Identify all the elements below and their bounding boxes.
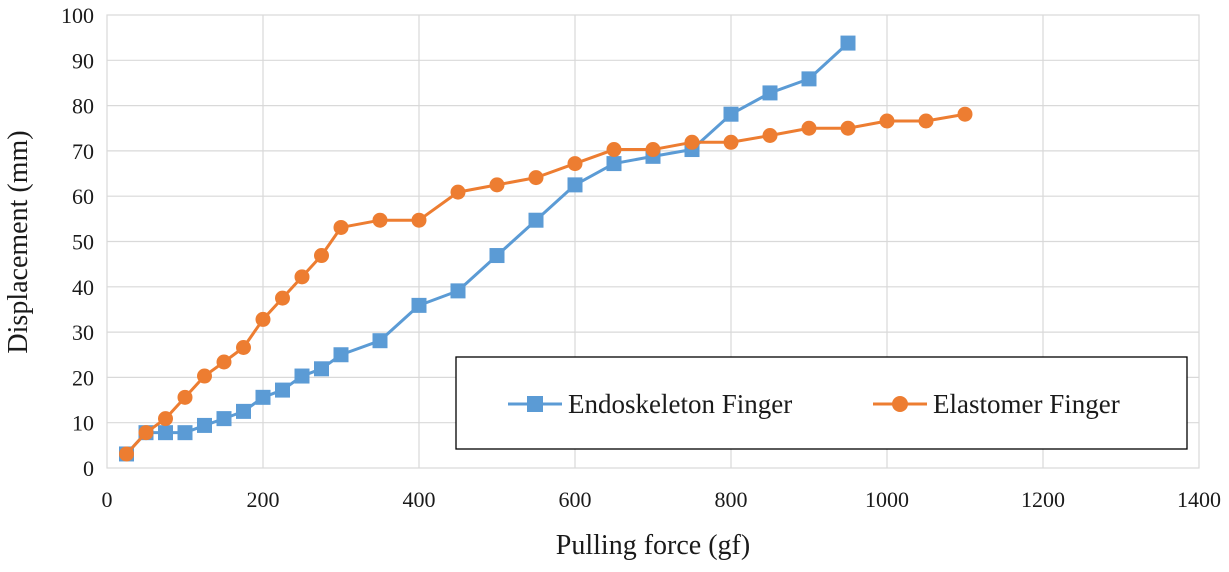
data-point-elastomer-finger bbox=[645, 142, 661, 158]
legend: Endoskeleton Finger Elastomer Finger bbox=[455, 356, 1188, 450]
legend-label-endoskeleton: Endoskeleton Finger bbox=[568, 389, 792, 419]
data-series bbox=[119, 35, 973, 462]
data-point-elastomer-finger bbox=[138, 425, 154, 441]
data-point-endoskeleton-finger bbox=[606, 156, 622, 172]
y-tick-label: 10 bbox=[72, 411, 94, 436]
data-point-elastomer-finger bbox=[489, 177, 505, 193]
x-tick-label: 600 bbox=[559, 487, 592, 512]
data-point-endoskeleton-finger bbox=[372, 333, 388, 349]
data-point-elastomer-finger bbox=[957, 106, 973, 122]
x-tick-label: 800 bbox=[715, 487, 748, 512]
data-point-endoskeleton-finger bbox=[314, 361, 329, 377]
x-tick-label: 0 bbox=[102, 487, 113, 512]
data-point-elastomer-finger bbox=[197, 368, 212, 384]
y-tick-label: 0 bbox=[83, 456, 94, 481]
legend-item-endoskeleton: Endoskeleton Finger bbox=[508, 389, 792, 419]
plot-area-frame bbox=[106, 14, 1200, 469]
data-point-endoskeleton-finger bbox=[255, 389, 271, 405]
y-tick-label: 60 bbox=[72, 184, 94, 209]
data-point-endoskeleton-finger bbox=[840, 35, 856, 51]
legend-label-elastomer: Elastomer Finger bbox=[933, 389, 1120, 419]
data-point-elastomer-finger bbox=[333, 219, 349, 235]
data-point-endoskeleton-finger bbox=[158, 425, 173, 441]
data-point-elastomer-finger bbox=[158, 411, 173, 427]
data-point-elastomer-finger bbox=[723, 134, 739, 150]
data-point-endoskeleton-finger bbox=[236, 403, 251, 419]
data-point-endoskeleton-finger bbox=[294, 368, 310, 384]
data-point-elastomer-finger bbox=[216, 354, 232, 370]
data-point-endoskeleton-finger bbox=[216, 411, 232, 427]
x-axis-ticks: 0 200 400 600 800 1000 1200 1400 bbox=[102, 487, 1222, 512]
x-tick-label: 400 bbox=[403, 487, 436, 512]
data-point-endoskeleton-finger bbox=[197, 417, 212, 433]
legend-marker-square-icon bbox=[527, 396, 543, 412]
y-axis-title: Displacement (mm) bbox=[3, 130, 34, 353]
data-point-elastomer-finger bbox=[567, 156, 583, 172]
series-elastomer-finger bbox=[119, 106, 973, 462]
series-endoskeleton-finger bbox=[119, 35, 856, 462]
legend-item-elastomer: Elastomer Finger bbox=[873, 389, 1120, 419]
data-point-elastomer-finger bbox=[801, 120, 817, 136]
x-tick-label: 1000 bbox=[865, 487, 909, 512]
data-point-endoskeleton-finger bbox=[528, 212, 544, 228]
data-point-elastomer-finger bbox=[450, 184, 466, 200]
series-line-elastomer-finger bbox=[125, 112, 966, 455]
data-point-elastomer-finger bbox=[119, 446, 134, 462]
y-tick-label: 20 bbox=[72, 365, 94, 390]
y-tick-label: 50 bbox=[72, 230, 94, 255]
data-point-elastomer-finger bbox=[528, 170, 544, 186]
data-point-endoskeleton-finger bbox=[489, 248, 505, 264]
y-tick-label: 90 bbox=[72, 48, 94, 73]
y-tick-label: 100 bbox=[61, 3, 94, 28]
data-point-endoskeleton-finger bbox=[333, 347, 349, 363]
data-point-elastomer-finger bbox=[762, 127, 778, 143]
data-point-endoskeleton-finger bbox=[411, 297, 427, 313]
x-tick-label: 200 bbox=[247, 487, 280, 512]
data-point-elastomer-finger bbox=[294, 269, 310, 285]
y-tick-label: 40 bbox=[72, 275, 94, 300]
data-point-elastomer-finger bbox=[372, 212, 388, 228]
legend-marker-circle-icon bbox=[892, 396, 908, 412]
data-point-elastomer-finger bbox=[255, 311, 271, 327]
x-axis-title: Pulling force (gf) bbox=[556, 530, 750, 561]
data-point-endoskeleton-finger bbox=[275, 382, 290, 398]
y-tick-label: 30 bbox=[72, 320, 94, 345]
data-point-endoskeleton-finger bbox=[723, 106, 739, 122]
data-point-endoskeleton-finger bbox=[177, 425, 193, 441]
data-point-endoskeleton-finger bbox=[567, 177, 583, 193]
data-point-endoskeleton-finger bbox=[762, 85, 778, 101]
data-point-elastomer-finger bbox=[606, 142, 622, 158]
y-axis-ticks: 0 10 20 30 40 50 60 70 80 90 100 bbox=[61, 3, 94, 481]
data-point-elastomer-finger bbox=[840, 120, 856, 136]
x-tick-label: 1200 bbox=[1021, 487, 1065, 512]
y-tick-label: 70 bbox=[72, 139, 94, 164]
data-point-elastomer-finger bbox=[879, 113, 895, 129]
data-point-elastomer-finger bbox=[918, 113, 934, 129]
data-point-elastomer-finger bbox=[236, 340, 251, 356]
data-point-elastomer-finger bbox=[684, 134, 700, 150]
y-tick-label: 80 bbox=[72, 94, 94, 119]
data-point-elastomer-finger bbox=[314, 248, 329, 264]
data-point-elastomer-finger bbox=[177, 389, 193, 405]
data-point-endoskeleton-finger bbox=[450, 283, 466, 299]
data-point-elastomer-finger bbox=[411, 212, 427, 228]
legend-box bbox=[455, 356, 1188, 450]
data-point-elastomer-finger bbox=[275, 290, 290, 306]
data-point-endoskeleton-finger bbox=[801, 71, 817, 87]
x-tick-label: 1400 bbox=[1177, 487, 1221, 512]
